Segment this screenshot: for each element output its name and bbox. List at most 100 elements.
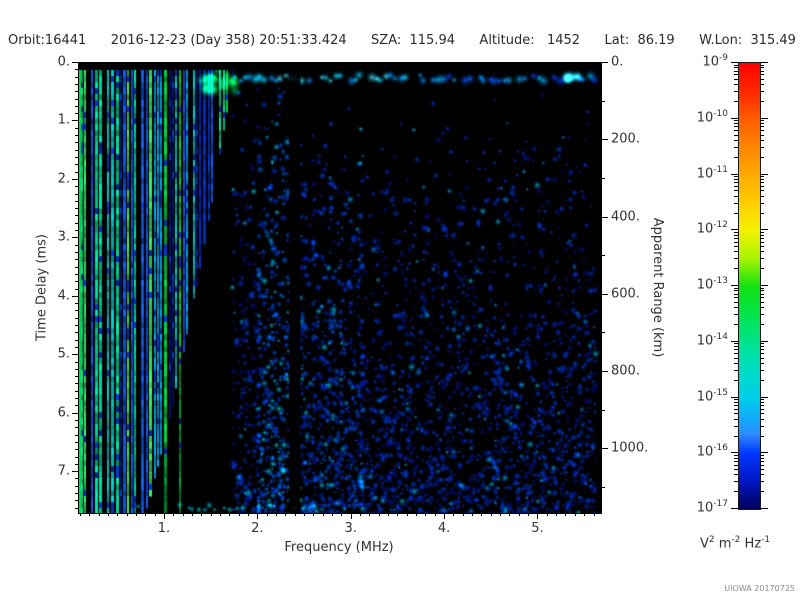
- colorbar-minor-tick: [760, 74, 764, 76]
- colorbar-minor-tick: [760, 353, 764, 355]
- colorbar-minor-tick: [760, 399, 764, 401]
- colorbar-minor-tick: [760, 237, 764, 239]
- colorbar-minor-tick: [734, 293, 738, 295]
- colorbar-minor-tick: [734, 481, 738, 483]
- bottom-axis-minor-tick: [565, 513, 567, 516]
- colorbar-minor-tick: [734, 156, 738, 158]
- colorbar-minor-tick: [760, 231, 764, 233]
- colorbar-major-tick: [760, 508, 768, 509]
- colorbar-major-tick: [760, 62, 768, 63]
- left-axis-minor-tick: [75, 149, 78, 151]
- colorbar-major-tick: [760, 285, 768, 286]
- colorbar-minor-tick: [760, 343, 764, 345]
- colorbar-minor-tick: [734, 474, 738, 476]
- colorbar-minor-tick: [760, 425, 764, 427]
- bottom-axis-major-tick: [257, 513, 259, 519]
- colorbar-minor-tick: [734, 176, 738, 178]
- bottom-axis-minor-tick: [304, 513, 305, 516]
- colorbar-minor-tick: [760, 379, 764, 381]
- colorbar-minor-tick: [760, 67, 764, 69]
- colorbar-minor-tick: [760, 178, 764, 180]
- colorbar-minor-tick: [734, 70, 738, 72]
- right-tick-label: 600.: [611, 286, 640, 302]
- colorbar-minor-tick: [734, 362, 738, 364]
- bottom-axis-minor-tick: [406, 513, 408, 516]
- left-axis-minor-tick: [75, 441, 78, 443]
- colorbar-minor-tick: [760, 491, 764, 493]
- colorbar-minor-tick: [760, 70, 764, 72]
- colorbar-minor-tick: [760, 357, 764, 359]
- bottom-axis-minor-tick: [276, 513, 277, 516]
- left-axis-minor-tick: [75, 76, 78, 78]
- colorbar-minor-tick: [734, 91, 738, 93]
- left-axis-minor-tick: [75, 449, 78, 451]
- colorbar-minor-tick: [734, 399, 738, 401]
- right-axis-minor-tick: [602, 177, 605, 179]
- colorbar-minor-tick: [760, 176, 764, 178]
- bottom-axis-minor-tick: [453, 513, 455, 516]
- colorbar-minor-tick: [760, 139, 764, 141]
- colorbar-major-tick: [731, 229, 738, 231]
- colorbar-minor-tick: [734, 237, 738, 239]
- left-tick-label: 5.: [57, 346, 70, 362]
- left-axis-minor-tick: [75, 420, 78, 421]
- colorbar-minor-tick: [760, 287, 764, 289]
- left-axis-minor-tick: [75, 244, 78, 246]
- left-tick-label: 2.: [57, 171, 70, 187]
- left-axis-minor-tick: [75, 427, 78, 429]
- left-axis-minor-tick: [75, 500, 78, 502]
- colorbar-minor-tick: [734, 134, 738, 136]
- left-axis-minor-tick: [75, 434, 78, 436]
- spectrogram-plot: [78, 62, 602, 514]
- colorbar-minor-tick: [734, 74, 738, 76]
- left-axis-minor-tick: [75, 303, 78, 305]
- bottom-axis-minor-tick: [556, 513, 558, 516]
- bottom-axis-minor-tick: [173, 513, 175, 516]
- colorbar-tick-label: 10-13: [696, 276, 728, 293]
- bottom-axis-minor-tick: [388, 513, 389, 516]
- colorbar-minor-tick: [760, 120, 764, 122]
- colorbar-minor-tick: [734, 314, 738, 316]
- colorbar-minor-tick: [734, 435, 738, 437]
- colorbar-minor-tick: [734, 405, 738, 407]
- colorbar-minor-tick: [734, 413, 738, 415]
- bottom-axis-minor-tick: [574, 513, 576, 516]
- colorbar-tick-label: 10-14: [696, 331, 728, 349]
- colorbar-minor-tick: [734, 369, 738, 371]
- bottom-axis-major-tick: [350, 513, 352, 519]
- bottom-axis-minor-tick: [425, 513, 427, 516]
- bottom-axis-minor-tick: [397, 513, 399, 516]
- left-axis-minor-tick: [75, 456, 78, 458]
- left-axis-major-tick: [72, 62, 78, 63]
- colorbar-minor-tick: [734, 460, 738, 462]
- colorbar-minor-tick: [734, 78, 738, 80]
- left-axis-minor-tick: [75, 251, 78, 253]
- left-tick-label: 4.: [57, 288, 70, 304]
- left-axis-major-tick: [72, 237, 78, 239]
- bottom-tick-label: 2.: [251, 521, 264, 536]
- colorbar-minor-tick: [734, 241, 738, 243]
- left-axis-minor-tick: [75, 83, 78, 85]
- left-axis-minor-tick: [75, 113, 78, 115]
- colorbar-minor-tick: [734, 178, 738, 180]
- colorbar-minor-tick: [734, 258, 738, 260]
- right-axis-minor-tick: [602, 486, 605, 488]
- colorbar-major-tick: [760, 229, 768, 231]
- header-readout: Orbit:16441 2016-12-23 (Day 358) 20:51:33…: [8, 33, 796, 48]
- right-axis-major-tick: [602, 293, 608, 295]
- left-axis-minor-tick: [75, 383, 78, 385]
- colorbar-minor-tick: [760, 251, 764, 253]
- colorbar-major-tick: [760, 396, 768, 398]
- left-axis-minor-tick: [75, 332, 78, 334]
- header-segment: W.Lon: 315.49: [699, 33, 796, 48]
- left-axis-minor-tick: [75, 317, 78, 319]
- bottom-axis-minor-tick: [210, 513, 212, 516]
- x-axis-title: Frequency (MHz): [284, 540, 394, 555]
- bottom-axis-minor-tick: [434, 513, 436, 516]
- colorbar-minor-tick: [760, 268, 764, 270]
- colorbar-minor-tick: [760, 246, 764, 247]
- colorbar-minor-tick: [734, 64, 738, 66]
- left-axis-minor-tick: [75, 142, 78, 144]
- colorbar-minor-tick: [760, 156, 764, 158]
- colorbar-minor-tick: [760, 195, 764, 197]
